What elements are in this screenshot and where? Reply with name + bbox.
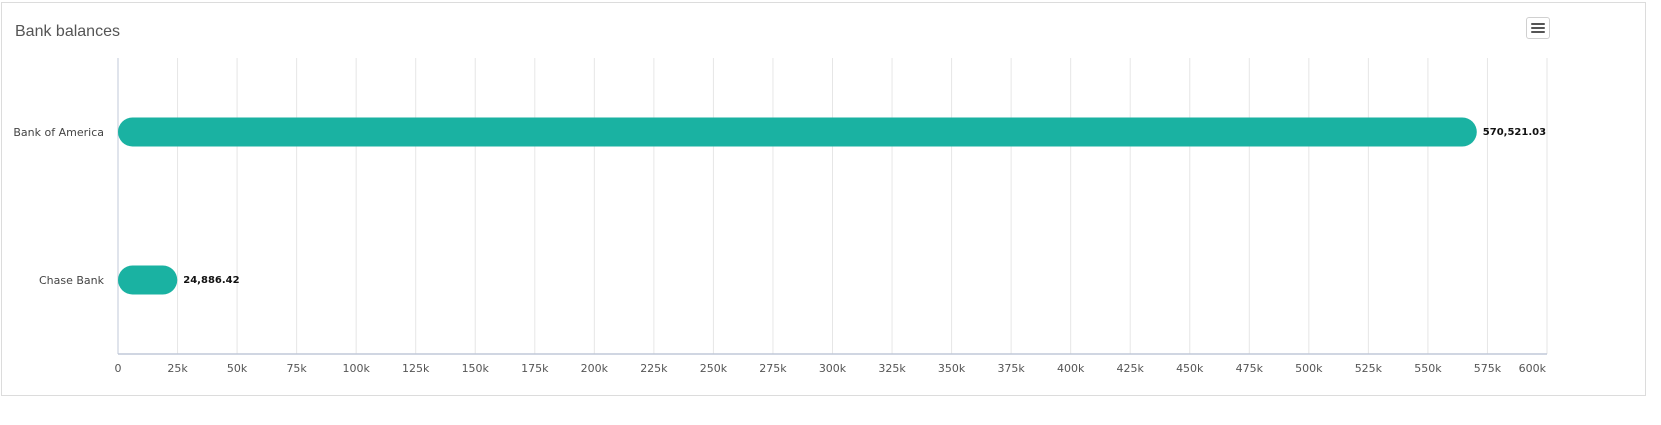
x-tick-label: 225k [640,362,668,375]
x-tick-label: 375k [997,362,1025,375]
chart-title: Bank balances [15,23,120,40]
data-label: 24,886.42 [183,275,239,286]
x-tick-label: 75k [286,362,307,375]
x-tick-label: 175k [521,362,549,375]
chart-card: Bank balances [1,2,1646,396]
x-tick-label: 400k [1057,362,1085,375]
x-tick-label: 450k [1176,362,1204,375]
category-label: Bank of America [13,126,104,139]
bar [118,265,178,295]
data-label: 570,521.03 [1483,127,1546,138]
bar [118,117,1477,147]
x-tick-label: 250k [700,362,728,375]
x-tick-label: 475k [1236,362,1264,375]
x-tick-label: 125k [402,362,430,375]
x-tick-label: 200k [581,362,609,375]
x-tick-label: 500k [1295,362,1323,375]
x-tick-label: 300k [819,362,847,375]
x-tick-label: 425k [1117,362,1145,375]
x-tick-label: 50k [227,362,248,375]
chart-menu-button[interactable] [1526,17,1550,39]
x-tick-label: 525k [1355,362,1383,375]
hamburger-menu-icon [1531,23,1545,25]
x-tick-label: 600k [1519,362,1547,375]
x-tick-label: 350k [938,362,966,375]
x-tick-label: 100k [342,362,370,375]
category-label: Chase Bank [39,274,105,287]
x-tick-label: 275k [759,362,787,375]
x-tick-label: 550k [1414,362,1442,375]
x-tick-label: 0 [115,362,122,375]
x-tick-label: 325k [878,362,906,375]
x-tick-label: 150k [462,362,490,375]
x-tick-label: 575k [1474,362,1502,375]
x-tick-label: 25k [167,362,188,375]
